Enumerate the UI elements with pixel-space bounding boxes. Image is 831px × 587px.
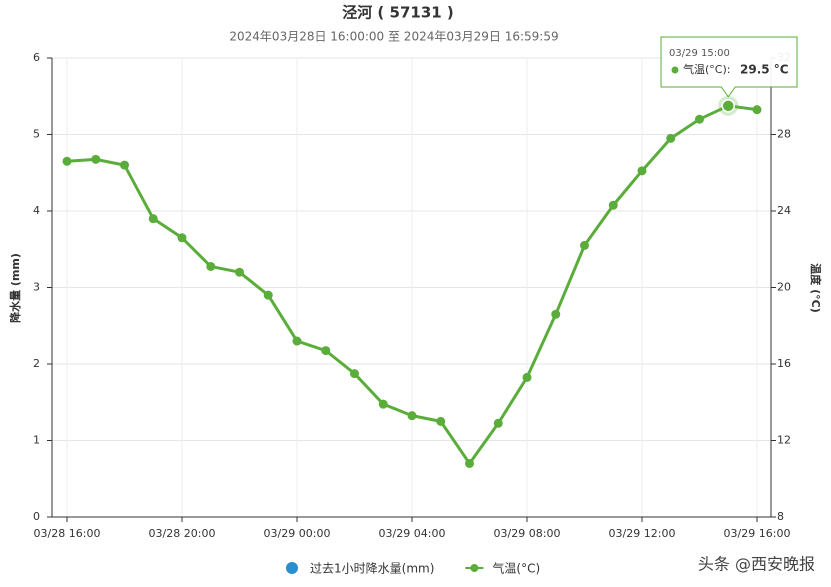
point xyxy=(292,336,302,346)
point xyxy=(91,154,101,164)
point xyxy=(120,160,129,170)
x-tick-label: 03/29 16:00 xyxy=(724,527,791,540)
point xyxy=(493,418,503,428)
point xyxy=(407,411,417,421)
point xyxy=(522,372,532,382)
y-axis-title: 降水量 (mm) xyxy=(8,253,22,323)
chart-title: 泾河 ( 57131 ) xyxy=(342,4,454,22)
point xyxy=(263,290,273,300)
legend-label: 气温(°C) xyxy=(492,561,540,576)
tooltip-value: 29.5 °C xyxy=(740,63,789,77)
point xyxy=(378,399,388,409)
point xyxy=(235,267,244,277)
y-tick-label: 0 xyxy=(33,510,40,523)
x-tick-label: 03/28 16:00 xyxy=(34,527,101,540)
point xyxy=(321,346,331,356)
watermark: 头条 @西安晚报 xyxy=(698,555,815,574)
tooltip-title: 03/29 15:00 xyxy=(669,48,730,59)
legend-item[interactable]: 气温(°C) xyxy=(465,561,540,576)
y2-axis-title: 温度 (°C) xyxy=(809,263,823,312)
tooltip-box xyxy=(660,36,798,98)
point xyxy=(608,200,618,210)
y2-tick-label: 12 xyxy=(777,434,791,447)
point xyxy=(580,240,589,250)
highlight-point xyxy=(721,99,735,113)
y-tick-label: 2 xyxy=(33,357,40,370)
chart-subtitle: 2024年03月28日 16:00:00 至 2024年03月29日 16:59… xyxy=(229,30,558,44)
y-tick-label: 6 xyxy=(33,51,40,64)
point xyxy=(148,214,158,224)
point xyxy=(465,458,474,468)
point xyxy=(350,369,359,379)
tooltip-marker xyxy=(671,66,679,74)
point xyxy=(62,156,72,166)
point xyxy=(637,166,647,176)
tooltip-label: 气温(°C): xyxy=(683,62,730,76)
legend-marker xyxy=(286,562,298,574)
y2-tick-label: 16 xyxy=(777,357,791,370)
point xyxy=(666,133,676,143)
legend-item[interactable]: 过去1小时降水量(mm) xyxy=(286,562,434,576)
point xyxy=(436,416,446,426)
y-tick-label: 1 xyxy=(33,434,40,447)
point xyxy=(695,114,704,124)
y2-tick-label: 28 xyxy=(777,128,791,141)
x-tick-label: 03/28 20:00 xyxy=(149,527,216,540)
point xyxy=(206,261,216,271)
y-tick-label: 4 xyxy=(33,204,40,217)
point xyxy=(177,233,187,243)
y2-tick-label: 24 xyxy=(777,204,791,217)
x-tick-label: 03/29 00:00 xyxy=(264,527,331,540)
y2-tick-label: 8 xyxy=(777,510,784,523)
x-tick-label: 03/29 12:00 xyxy=(609,527,676,540)
point xyxy=(551,309,561,319)
legend-marker xyxy=(470,564,479,572)
legend-label: 过去1小时降水量(mm) xyxy=(310,562,434,576)
y-tick-label: 5 xyxy=(33,128,40,141)
y2-tick-label: 20 xyxy=(777,281,791,294)
x-tick-label: 03/29 04:00 xyxy=(379,527,446,540)
x-tick-label: 03/29 08:00 xyxy=(494,527,561,540)
point xyxy=(752,105,762,115)
y-tick-label: 3 xyxy=(33,281,40,294)
